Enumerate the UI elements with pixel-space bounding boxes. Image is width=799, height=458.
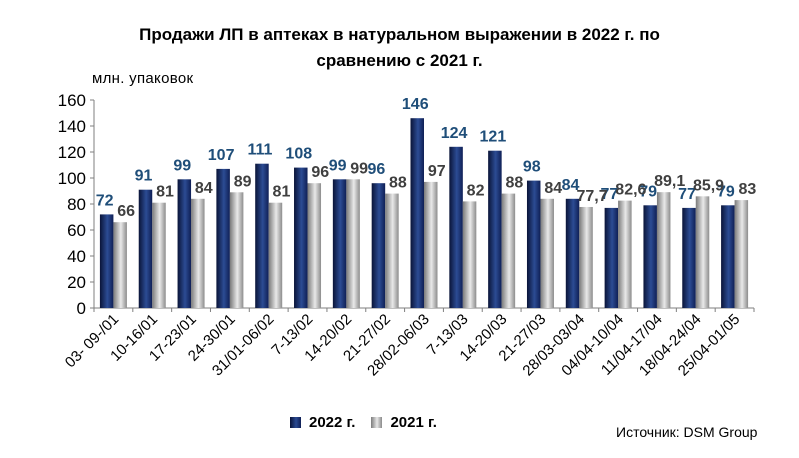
data-label-2021: 85,9: [693, 177, 724, 194]
bar-2021: [152, 202, 166, 308]
data-label-2022: 79: [639, 183, 657, 200]
chart-legend: 2022 г. 2021 г.: [290, 414, 453, 431]
data-label-2021: 84: [544, 180, 562, 197]
bar-2021: [734, 200, 749, 308]
bar-2022: [565, 198, 580, 308]
bar-2021: [656, 192, 671, 308]
data-label-2021: 84: [195, 180, 213, 197]
data-label-2022: 99: [329, 157, 347, 174]
bar-2022: [99, 214, 114, 308]
legend-label-2022: 2022 г.: [309, 414, 356, 431]
y-axis-unit-label: млн. упаковок: [92, 70, 194, 87]
bar-2022: [255, 163, 269, 308]
data-label-2021: 89: [234, 173, 252, 190]
y-tick-label: 80: [67, 195, 86, 214]
x-axis-tick-labels: 03- 09-/0110-16/0117-23/0124-30/0131/01-…: [62, 311, 744, 380]
bar-2022: [371, 183, 386, 308]
data-label-2022: 77: [678, 186, 696, 203]
bar-2021: [268, 202, 283, 308]
bar-2021: [540, 198, 554, 308]
data-label-2021: 89,1: [654, 173, 685, 190]
legend-item-2022: 2022 г.: [290, 414, 355, 431]
chart-title-line-2: сравнению с 2021 г.: [316, 51, 483, 70]
data-label-2022: 99: [173, 157, 191, 174]
data-label-2022: 108: [285, 146, 312, 163]
bar-2022: [332, 179, 347, 308]
bar-2022: [216, 168, 230, 308]
bar-2022: [604, 207, 619, 308]
bar-2021: [346, 179, 360, 308]
legend-label-2021: 2021 г.: [390, 414, 437, 431]
data-label-2021: 66: [117, 203, 135, 220]
data-label-2021: 82: [467, 182, 485, 199]
data-label-2021: 88: [389, 175, 407, 192]
data-label-2022: 146: [402, 96, 429, 113]
bar-2022: [294, 167, 308, 308]
data-label-2021: 99: [350, 160, 368, 177]
bar-2022: [488, 150, 502, 308]
data-label-2022: 124: [441, 125, 468, 142]
data-label-2022: 91: [135, 168, 153, 185]
legend-item-2021: 2021 г.: [371, 414, 437, 431]
bar-2021: [191, 198, 205, 308]
data-label-2021: 77,7: [576, 188, 607, 205]
y-tick-label: 20: [67, 273, 86, 292]
data-label-2021: 97: [428, 163, 446, 180]
bar-2022: [721, 205, 735, 308]
bar-2021: [307, 183, 322, 308]
legend-swatch-2021: [371, 417, 383, 428]
bar-2022: [177, 179, 192, 308]
chart-title: Продажи ЛП в аптеках в натуральном выраж…: [0, 22, 799, 74]
legend-swatch-2022: [290, 417, 301, 428]
data-label-2021: 88: [505, 175, 523, 192]
y-tick-label: 160: [58, 91, 86, 110]
bar-2022: [138, 189, 153, 308]
y-tick-label: 120: [58, 143, 86, 162]
y-tick-label: 100: [58, 169, 86, 188]
data-label-2021: 81: [156, 184, 174, 201]
source-note: Источник: DSM Group: [616, 424, 758, 440]
chart-title-line-1: Продажи ЛП в аптеках в натуральном выраж…: [139, 25, 660, 44]
bar-2021: [695, 196, 710, 308]
y-tick-label: 140: [58, 117, 86, 136]
bar-2021: [113, 222, 127, 308]
y-tick-label: 60: [67, 221, 86, 240]
chart-bars: [99, 118, 749, 308]
data-label-2022: 84: [562, 177, 580, 194]
bar-2021: [579, 206, 593, 308]
data-label-2021: 82,6: [615, 182, 646, 199]
bar-2021: [462, 201, 477, 308]
bar-2022: [410, 118, 424, 308]
data-label-2022: 79: [717, 183, 735, 200]
data-label-2021: 81: [273, 184, 291, 201]
data-label-2022: 77: [600, 186, 618, 203]
x-tick-label: 03- 09-/01: [62, 311, 122, 371]
data-label-2021: 96: [311, 164, 329, 181]
data-label-2022: 111: [247, 142, 272, 159]
data-label-2022: 96: [368, 161, 386, 178]
bar-2021: [229, 192, 244, 308]
data-label-2022: 98: [523, 159, 541, 176]
bar-2022: [526, 180, 541, 308]
bar-2022: [449, 146, 463, 308]
y-tick-label: 40: [67, 247, 86, 266]
bar-2021: [424, 181, 438, 308]
y-tick-label: 0: [77, 299, 86, 318]
bar-2021: [385, 193, 399, 308]
bar-2021: [501, 193, 516, 308]
data-label-2022: 107: [208, 147, 235, 164]
bar-2022: [643, 205, 657, 308]
bar-2022: [682, 207, 696, 308]
data-label-2022: 72: [96, 192, 114, 209]
data-label-2021: 83: [738, 181, 756, 198]
data-label-2022: 121: [480, 129, 507, 146]
bar-2021: [618, 200, 632, 308]
